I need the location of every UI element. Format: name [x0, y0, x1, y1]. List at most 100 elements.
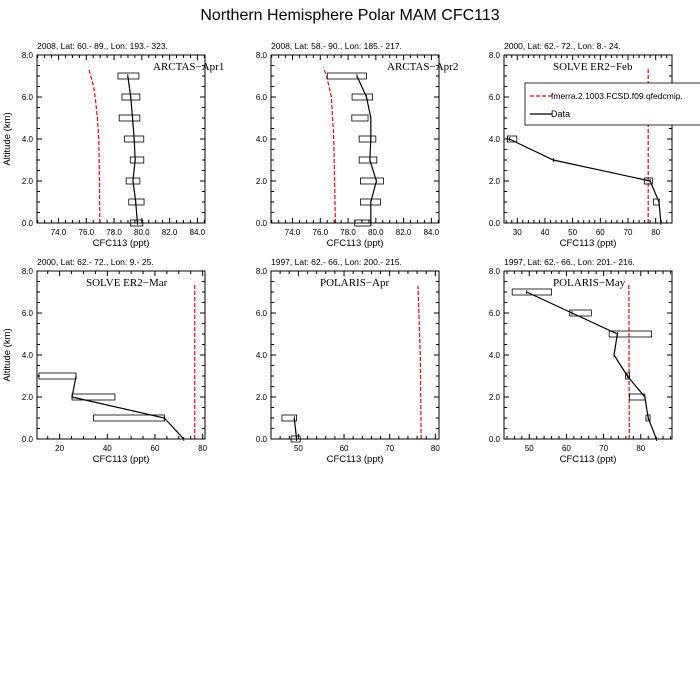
y-axis-label: Altitude (km): [2, 328, 13, 381]
figure-title: Northern Hemisphere Polar MAM CFC113: [200, 7, 499, 24]
y-tick-label: 4.0: [256, 351, 268, 360]
data-line: [526, 291, 657, 440]
x-tick-label: 60: [562, 444, 571, 453]
panel-subtitle: 2000, Lat: 62.- 72., Lon: 8.- 24.: [504, 41, 621, 51]
data-range-box: [569, 309, 592, 317]
data-range-box: [326, 72, 367, 80]
experiment-label: POLARIS−Apr: [320, 277, 389, 289]
y-tick-label: 6.0: [22, 93, 34, 102]
legend-data-label: Data: [551, 109, 570, 119]
x-tick-label: 50: [294, 444, 303, 453]
experiment-label: SOLVE ER2−Feb: [553, 61, 633, 73]
data-range-box: [643, 177, 653, 185]
x-tick-label: 50: [568, 228, 577, 237]
x-tick-label: 60: [151, 444, 160, 453]
model-line: [322, 67, 337, 224]
x-tick-label: 20: [55, 444, 64, 453]
y-tick-label: 2.0: [256, 177, 268, 186]
x-tick-label: 80.0: [134, 228, 150, 237]
model-line: [88, 69, 101, 224]
y-tick-label: 2.0: [22, 177, 34, 186]
panel-subtitle: 2008, Lat: 58.- 90., Lon: 185.- 217.: [271, 41, 402, 51]
data-range-box: [129, 156, 145, 164]
plot-frame: [270, 270, 440, 440]
y-tick-label: 8.0: [489, 51, 501, 60]
y-tick-label: 0.0: [489, 219, 501, 228]
data-line: [293, 417, 298, 440]
panel-subtitle: 2008, Lat: 60.- 89., Lon: 193.- 323.: [37, 41, 168, 51]
plot-frame: [36, 54, 206, 224]
data-range-box: [506, 135, 518, 143]
data-line: [509, 138, 662, 224]
x-tick-label: 40: [541, 228, 550, 237]
x-tick-label: 84.0: [424, 228, 440, 237]
panel-subtitle: 2000, Lat: 62.- 72., Lon: 9.- 25.: [37, 257, 154, 267]
x-axis-label: CFC113 (ppt): [93, 238, 150, 249]
x-axis-label: CFC113 (ppt): [327, 238, 384, 249]
data-range-box: [608, 330, 652, 338]
y-tick-label: 4.0: [22, 351, 34, 360]
plot-frame: [503, 54, 673, 224]
data-line: [356, 75, 378, 223]
model-line: [417, 285, 422, 440]
x-tick-label: 60: [596, 228, 605, 237]
x-tick-label: 76.0: [79, 228, 95, 237]
y-tick-label: 6.0: [489, 309, 501, 318]
y-tick-label: 4.0: [256, 135, 268, 144]
x-axis-label: CFC113 (ppt): [560, 454, 617, 465]
x-tick-label: 80: [651, 228, 660, 237]
y-tick-label: 8.0: [22, 267, 34, 276]
data-line: [127, 75, 138, 224]
x-tick-label: 80: [198, 444, 207, 453]
x-tick-label: 30: [513, 228, 522, 237]
panel-1: 74.0 76.0 78.0 80.0 82.0 84.0 0.0 2.0 4.0 6.0 8.02…: [2, 41, 224, 249]
legend-box: [524, 82, 700, 126]
y-tick-label: 2.0: [256, 393, 268, 402]
y-tick-label: 8.0: [256, 51, 268, 60]
data-range-box: [351, 93, 373, 101]
plot-frame: [503, 270, 673, 440]
data-range-box: [71, 393, 116, 401]
experiment-label: POLARIS−May: [553, 277, 626, 289]
x-axis-label: CFC113 (ppt): [93, 454, 150, 465]
y-tick-label: 0.0: [22, 219, 34, 228]
x-tick-label: 74.0: [51, 228, 67, 237]
x-tick-label: 82.0: [396, 228, 412, 237]
y-tick-label: 2.0: [489, 177, 501, 186]
y-tick-label: 6.0: [22, 309, 34, 318]
data-range-box: [625, 372, 631, 380]
data-range-box: [358, 135, 377, 143]
plot-frame: [270, 54, 440, 224]
data-range-box: [351, 114, 369, 122]
data-range-box: [360, 177, 384, 185]
y-axis-label: Altitude (km): [2, 112, 13, 165]
data-range-box: [38, 372, 77, 380]
x-tick-label: 78.0: [340, 228, 356, 237]
y-tick-label: 6.0: [489, 93, 501, 102]
y-tick-label: 4.0: [489, 351, 501, 360]
y-tick-label: 0.0: [22, 435, 34, 444]
y-tick-label: 8.0: [489, 267, 501, 276]
x-tick-label: 84.0: [190, 228, 206, 237]
x-tick-label: 82.0: [162, 228, 178, 237]
panel-subtitle: 1997, Lat: 62.- 66., Lon: 201.- 216.: [504, 257, 635, 267]
x-tick-label: 78.0: [106, 228, 122, 237]
experiment-label: ARCTAS−Apr2: [387, 61, 458, 73]
y-tick-label: 2.0: [22, 393, 34, 402]
data-range-box: [118, 114, 141, 122]
x-tick-label: 80.0: [368, 228, 384, 237]
x-tick-label: 50: [525, 444, 534, 453]
data-line: [71, 375, 185, 440]
legend: fmerra.2.1003.FCSD.f09.qfedcmip. Data: [524, 82, 700, 126]
experiment-label: SOLVE ER2−Mar: [86, 277, 168, 289]
y-tick-label: 0.0: [256, 219, 268, 228]
data-range-box: [358, 156, 378, 164]
y-tick-label: 4.0: [489, 135, 501, 144]
y-tick-label: 8.0: [22, 51, 34, 60]
x-axis-label: CFC113 (ppt): [327, 454, 384, 465]
y-tick-label: 4.0: [22, 135, 34, 144]
